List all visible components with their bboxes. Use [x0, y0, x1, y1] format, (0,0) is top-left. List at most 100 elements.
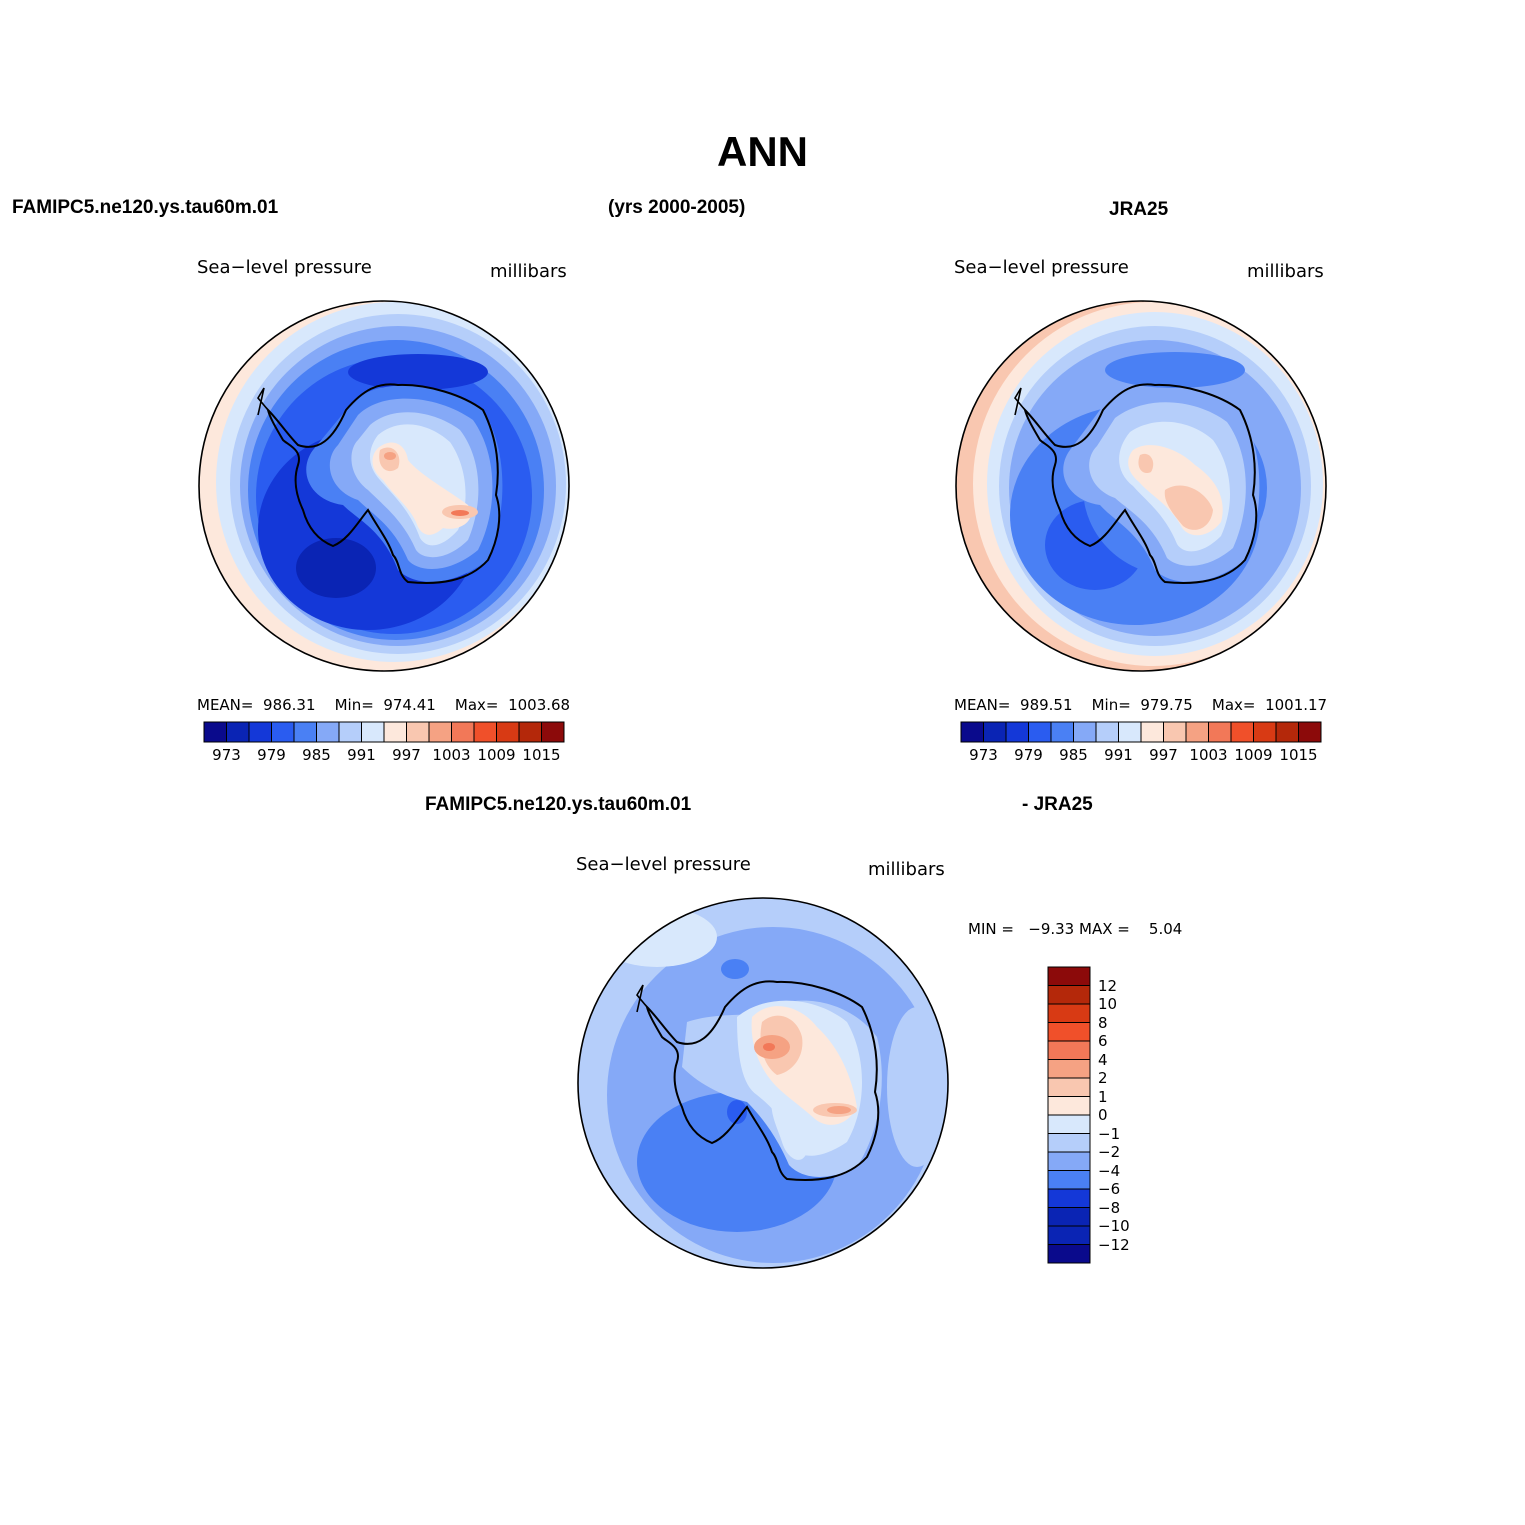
colorbar-tick-label: 1009 — [1234, 746, 1273, 764]
years-label: (yrs 2000-2005) — [608, 197, 746, 218]
colorbar-swatch — [1140, 721, 1164, 743]
colorbar-swatch — [1050, 721, 1074, 743]
panel-diff-units: millibars — [868, 859, 945, 880]
colorbar-swatch — [1298, 721, 1322, 743]
panel-model-stats: MEAN= 986.31 Min= 974.41 Max= 1003.68 — [197, 696, 571, 714]
colorbar-tick-label: 997 — [392, 746, 421, 764]
panel-model-max: 1003.68 — [508, 696, 571, 714]
colorbar-tick-label: 8 — [1098, 1013, 1108, 1032]
colorbar-tick-label: 973 — [212, 746, 241, 764]
panel-diff-min: −9.33 — [1028, 920, 1075, 938]
colorbar-swatch — [1047, 1077, 1091, 1097]
colorbar-swatch — [496, 721, 520, 743]
panel-diff-variable: Sea−level pressure — [576, 854, 751, 875]
colorbar-swatch — [406, 721, 430, 743]
colorbar-swatch — [1047, 1022, 1091, 1042]
colorbar-swatch — [1047, 1207, 1091, 1227]
colorbar-tick-label: −1 — [1098, 1124, 1121, 1143]
colorbar-swatch — [1047, 1188, 1091, 1208]
colorbar-swatch — [316, 721, 340, 743]
colorbar-tick-label: −12 — [1098, 1235, 1130, 1254]
colorbar-tick-label: 2 — [1098, 1069, 1108, 1087]
panel-obs-mean: 989.51 — [1020, 696, 1073, 714]
colorbar-tick-label: 1003 — [1189, 746, 1228, 764]
colorbar-swatch — [451, 721, 475, 743]
colorbar-swatch — [248, 721, 272, 743]
colorbar-swatch — [473, 721, 497, 743]
colorbar-tick-label: 973 — [969, 746, 998, 764]
panel-obs-map — [955, 300, 1327, 672]
colorbar-tick-label: 1 — [1098, 1087, 1108, 1106]
panel-diff-max: 5.04 — [1148, 920, 1183, 938]
colorbar-swatch — [1095, 721, 1119, 743]
colorbar-tick-label: −4 — [1098, 1161, 1121, 1180]
colorbar-swatch — [1047, 1244, 1091, 1264]
colorbar-tick-label: −2 — [1098, 1143, 1121, 1161]
colorbar-tick-label: 985 — [302, 746, 331, 764]
colorbar-swatch — [541, 721, 565, 743]
colorbar-swatch — [1047, 1151, 1091, 1171]
colorbar-tick-label: 997 — [1149, 746, 1178, 764]
colorbar-swatch — [338, 721, 362, 743]
colorbar-swatch — [361, 721, 385, 743]
colorbar-swatch — [1028, 721, 1052, 743]
colorbar-tick-label: 1009 — [477, 746, 516, 764]
colorbar-swatch — [1073, 721, 1097, 743]
colorbar-tick-label: 979 — [1014, 746, 1043, 764]
panel-diff-map — [577, 897, 949, 1269]
colorbar-swatch — [1208, 721, 1232, 743]
diff-case-label: FAMIPC5.ne120.ys.tau60m.01 — [425, 794, 692, 815]
colorbar-swatch — [1047, 1040, 1091, 1060]
colorbar-swatch — [383, 721, 407, 743]
colorbar-swatch — [1163, 721, 1187, 743]
colorbar-swatch — [1047, 1096, 1091, 1116]
colorbar-tick-label: 991 — [347, 746, 376, 764]
colorbar-swatch — [1005, 721, 1029, 743]
colorbar-tick-label: 4 — [1098, 1050, 1108, 1069]
colorbar-swatch — [1253, 721, 1277, 743]
colorbar-swatch — [293, 721, 317, 743]
panel-model-mean: 986.31 — [263, 696, 316, 714]
panel-obs-max: 1001.17 — [1265, 696, 1328, 714]
colorbar-tick-label: −6 — [1098, 1180, 1121, 1198]
colorbar-swatch — [960, 721, 984, 743]
colorbar-swatch — [1047, 1003, 1091, 1023]
panel-obs-stats: MEAN= 989.51 Min= 979.75 Max= 1001.17 — [954, 696, 1328, 714]
panel-model-units: millibars — [490, 261, 567, 282]
colorbar-swatch — [1185, 721, 1209, 743]
colorbar-swatch — [518, 721, 542, 743]
colorbar-swatch — [271, 721, 295, 743]
panel-obs-units: millibars — [1247, 261, 1324, 282]
colorbar-tick-label: 0 — [1098, 1106, 1108, 1124]
colorbar-swatch — [203, 721, 227, 743]
colorbar-swatch — [1047, 1059, 1091, 1079]
panel-model-min: 974.41 — [383, 696, 436, 714]
colorbar-tick-label: −8 — [1098, 1198, 1121, 1217]
colorbar-tick-label: 1003 — [432, 746, 471, 764]
panel-model-map — [198, 300, 570, 672]
panel-diff-colorbar — [1047, 966, 1091, 1264]
colorbar-swatch — [983, 721, 1007, 743]
reference-name-label: JRA25 — [1109, 199, 1169, 220]
colorbar-tick-label: 10 — [1098, 995, 1118, 1013]
colorbar-swatch — [1047, 1225, 1091, 1245]
colorbar-swatch — [1047, 1170, 1091, 1190]
figure-title: ANN — [717, 128, 808, 175]
colorbar-tick-label: 991 — [1104, 746, 1133, 764]
panel-obs-colorbar — [960, 721, 1322, 743]
colorbar-tick-label: 1015 — [1279, 746, 1318, 764]
colorbar-tick-label: 979 — [257, 746, 286, 764]
colorbar-swatch — [1118, 721, 1142, 743]
panel-diff-stats: MIN = −9.33 MAX = 5.04 — [968, 920, 1183, 938]
panel-obs-variable: Sea−level pressure — [954, 257, 1129, 278]
panel-obs-min: 979.75 — [1140, 696, 1193, 714]
colorbar-swatch — [1230, 721, 1254, 743]
colorbar-swatch — [226, 721, 250, 743]
panel-model-colorbar — [203, 721, 565, 743]
colorbar-swatch — [1047, 985, 1091, 1005]
colorbar-tick-label: 985 — [1059, 746, 1088, 764]
colorbar-swatch — [1047, 1133, 1091, 1153]
colorbar-swatch — [428, 721, 452, 743]
colorbar-tick-label: 6 — [1098, 1032, 1108, 1050]
colorbar-swatch — [1275, 721, 1299, 743]
